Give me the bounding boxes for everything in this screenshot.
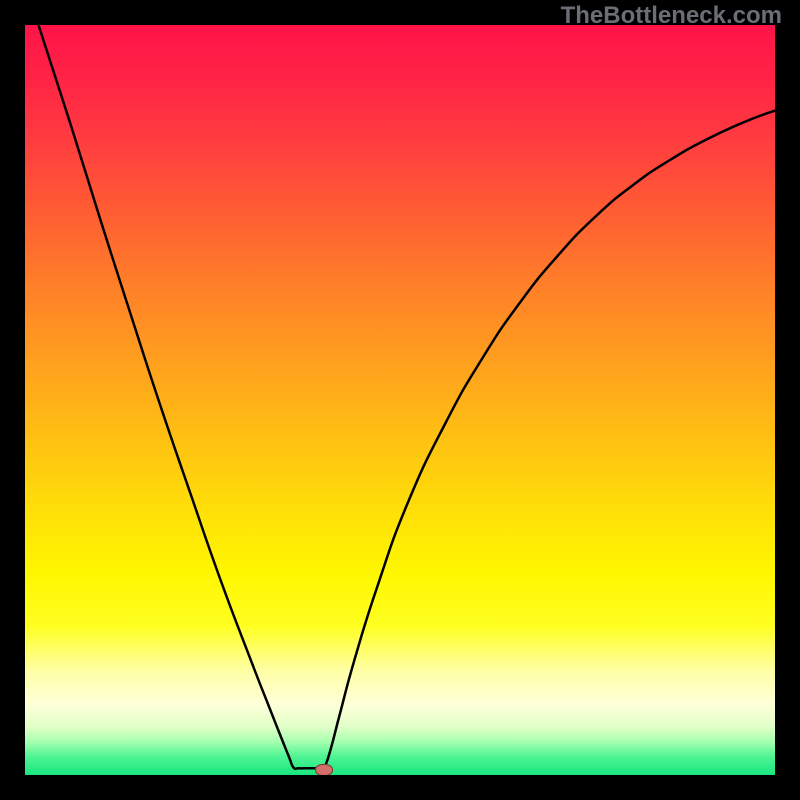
bottleneck-curve-line — [39, 25, 776, 769]
optimal-point-marker — [315, 764, 333, 775]
chart-plot-area — [25, 25, 775, 775]
watermark-text: TheBottleneck.com — [561, 2, 782, 30]
chart-curve-layer — [25, 25, 775, 775]
